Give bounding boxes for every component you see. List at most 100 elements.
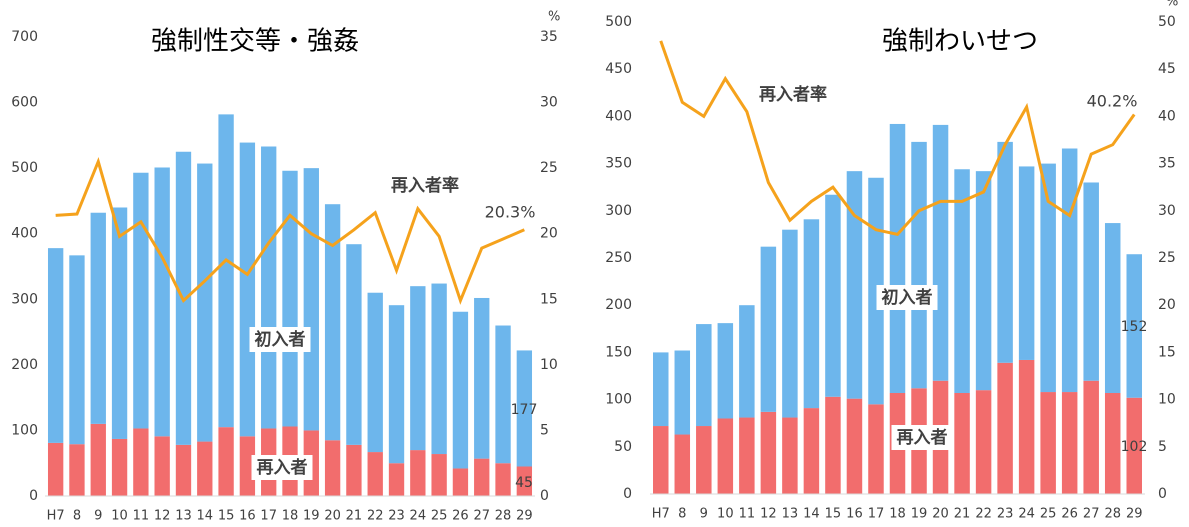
- x-tick-label: 13: [175, 509, 192, 524]
- x-tick-label: 14: [803, 507, 820, 522]
- bar-segment: [868, 177, 884, 405]
- series-label: 初入者: [255, 329, 306, 350]
- bar-segment: [90, 212, 106, 424]
- bar-segment: [239, 436, 256, 496]
- y2-tick-label: 30: [1158, 203, 1176, 219]
- bar-segment: [1083, 182, 1099, 381]
- x-tick-label: 19: [303, 509, 320, 524]
- y-tick-label: 0: [29, 488, 38, 504]
- data-label: 102: [1121, 439, 1148, 455]
- series-label: 初入者: [882, 287, 933, 308]
- y2-tick-label: 20: [540, 226, 558, 242]
- x-tick-label: 17: [868, 507, 885, 522]
- bar-segment: [782, 417, 798, 494]
- y-tick-label: 50: [614, 439, 632, 455]
- x-tick-label: 19: [911, 507, 928, 522]
- bar-segment: [954, 169, 970, 393]
- x-tick-label: 18: [889, 507, 906, 522]
- y-tick-label: 700: [11, 29, 38, 45]
- y2-tick-label: 20: [1158, 297, 1176, 313]
- bar-segment: [760, 411, 777, 494]
- bar-segment: [846, 171, 863, 399]
- bar-segment: [1061, 148, 1078, 393]
- y-tick-label: 500: [605, 14, 632, 30]
- data-label: 20.3%: [485, 203, 536, 222]
- x-tick-label: 27: [473, 509, 490, 524]
- chart-title: 強制性交等・強姦: [151, 27, 359, 57]
- y2-tick-label: 35: [1158, 156, 1176, 172]
- x-tick-label: 22: [975, 507, 992, 522]
- bar-segment: [431, 283, 447, 455]
- x-tick-label: 22: [367, 509, 384, 524]
- bar-segment: [47, 248, 64, 443]
- bar-segment: [90, 423, 106, 496]
- y-tick-label: 400: [11, 226, 38, 242]
- x-tick-label: 21: [346, 509, 363, 524]
- rate-line: [659, 40, 1136, 237]
- x-tick-label: 24: [410, 509, 427, 524]
- bar-segment: [653, 426, 669, 494]
- x-tick-label: 25: [431, 509, 448, 524]
- y2-tick-label: 5: [540, 422, 549, 438]
- y-tick-label: 400: [605, 108, 632, 124]
- bar-segment: [69, 255, 85, 445]
- bar-segment: [388, 463, 405, 496]
- x-tick-label: 8: [678, 507, 686, 522]
- x-tick-label: 11: [133, 509, 150, 524]
- bar-segment: [717, 418, 734, 494]
- x-tick-label: 15: [218, 509, 235, 524]
- y-tick-label: 0: [623, 486, 632, 502]
- x-tick-label: 23: [997, 507, 1014, 522]
- y-tick-label: 350: [605, 156, 632, 172]
- bar-segment: [516, 350, 533, 467]
- bar-segment: [696, 324, 712, 427]
- bar-segment: [803, 408, 820, 494]
- bar-segment: [975, 171, 992, 391]
- chart-title: 強制わいせつ: [882, 27, 1038, 57]
- x-tick-label: 12: [154, 509, 171, 524]
- x-tick-label: 12: [760, 507, 777, 522]
- x-tick-label: 8: [73, 509, 81, 524]
- bar-segment: [111, 438, 128, 496]
- bar-segment: [739, 305, 755, 418]
- data-label: 45: [515, 475, 533, 491]
- bar-segment: [452, 468, 469, 496]
- x-tick-label: 17: [260, 509, 277, 524]
- bar-segment: [197, 441, 213, 496]
- y-tick-label: 100: [11, 422, 38, 438]
- y2-axis-label: %: [1166, 0, 1178, 10]
- label-box: [251, 455, 313, 480]
- bar-segment: [133, 172, 149, 429]
- bar-segment: [1061, 392, 1078, 494]
- bar-segment: [154, 167, 170, 437]
- bar-segment: [868, 404, 884, 494]
- x-tick-label: 25: [1040, 507, 1057, 522]
- x-tick-label: 16: [846, 507, 863, 522]
- bar-segment: [367, 452, 383, 496]
- bar-segment: [760, 246, 777, 412]
- bar-segment: [303, 168, 319, 431]
- bar-segment: [1018, 166, 1035, 360]
- bar-segment: [696, 426, 712, 494]
- y-tick-label: 150: [605, 344, 632, 360]
- x-tick-label: 26: [452, 509, 469, 524]
- x-tick-label: 18: [282, 509, 299, 524]
- bar-segment: [410, 450, 426, 496]
- bar-segment: [474, 297, 490, 459]
- x-tick-label: 13: [782, 507, 799, 522]
- y-tick-label: 200: [605, 297, 632, 313]
- bar-segment: [197, 163, 213, 442]
- y2-tick-label: 0: [1158, 486, 1167, 502]
- label-box: [891, 425, 953, 450]
- chart: 強制わいせつ 0 50 100 150 200 250 300 350 400 450 500 0 5 10…: [605, 0, 1178, 522]
- bar-segment: [1126, 397, 1142, 494]
- x-tick-label: 28: [495, 509, 512, 524]
- y2-tick-label: 35: [540, 29, 558, 45]
- y2-tick-label: 5: [1158, 439, 1167, 455]
- data-label: 177: [511, 402, 538, 418]
- bar-segment: [282, 170, 298, 427]
- bar-segment: [410, 286, 426, 451]
- bar-segment: [717, 323, 734, 419]
- y-tick-label: 300: [605, 203, 632, 219]
